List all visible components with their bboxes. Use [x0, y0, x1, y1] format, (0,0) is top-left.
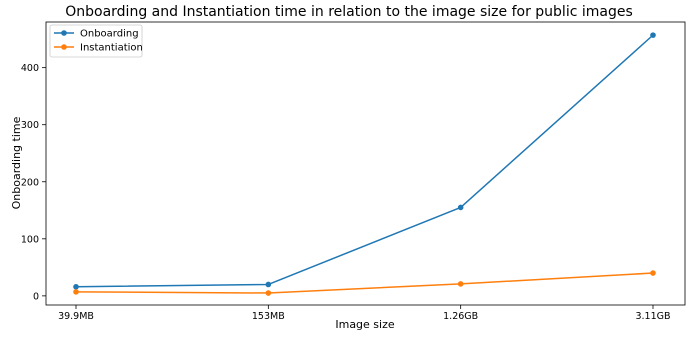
legend-marker-onboarding	[61, 30, 67, 36]
x-tick-label: 1.26GB	[443, 311, 478, 322]
x-axis-ticks: 39.9MB 153MB 1.26GB 3.11GB	[58, 305, 671, 322]
data-point-onboarding	[73, 283, 79, 290]
x-axis-label: Image size	[335, 318, 395, 331]
data-point-instantiation	[73, 289, 79, 295]
data-point-onboarding	[650, 32, 656, 38]
y-tick-label: 0	[33, 291, 39, 302]
plot-area-frame	[45, 21, 686, 306]
data-point-instantiation	[457, 281, 464, 287]
x-tick-label: 3.11GB	[635, 311, 670, 322]
series-layer	[73, 32, 656, 296]
legend-label-instantiation: Instantiation	[80, 43, 143, 54]
y-tick-label: 400	[21, 63, 39, 74]
y-tick-label: 200	[21, 177, 39, 188]
data-point-onboarding	[265, 281, 272, 288]
x-tick-label: 153MB	[252, 311, 285, 322]
data-point-onboarding	[457, 204, 464, 211]
y-tick-label: 300	[21, 120, 39, 131]
y-axis-label: Onboarding time	[10, 116, 23, 209]
data-point-instantiation	[265, 290, 272, 296]
legend: Onboarding Instantiation	[49, 24, 143, 58]
legend-marker-instantiation	[61, 44, 67, 50]
series-line-instantiation	[75, 272, 654, 294]
data-point-instantiation	[650, 270, 656, 276]
series-line-onboarding	[75, 34, 654, 288]
chart-title: Onboarding and Instantiation time in rel…	[65, 4, 633, 20]
legend-label-onboarding: Onboarding	[80, 29, 139, 40]
y-axis-ticks: 0 100 200 300 400	[21, 63, 46, 302]
x-tick-label: 39.9MB	[58, 311, 94, 322]
y-tick-label: 100	[21, 234, 39, 245]
